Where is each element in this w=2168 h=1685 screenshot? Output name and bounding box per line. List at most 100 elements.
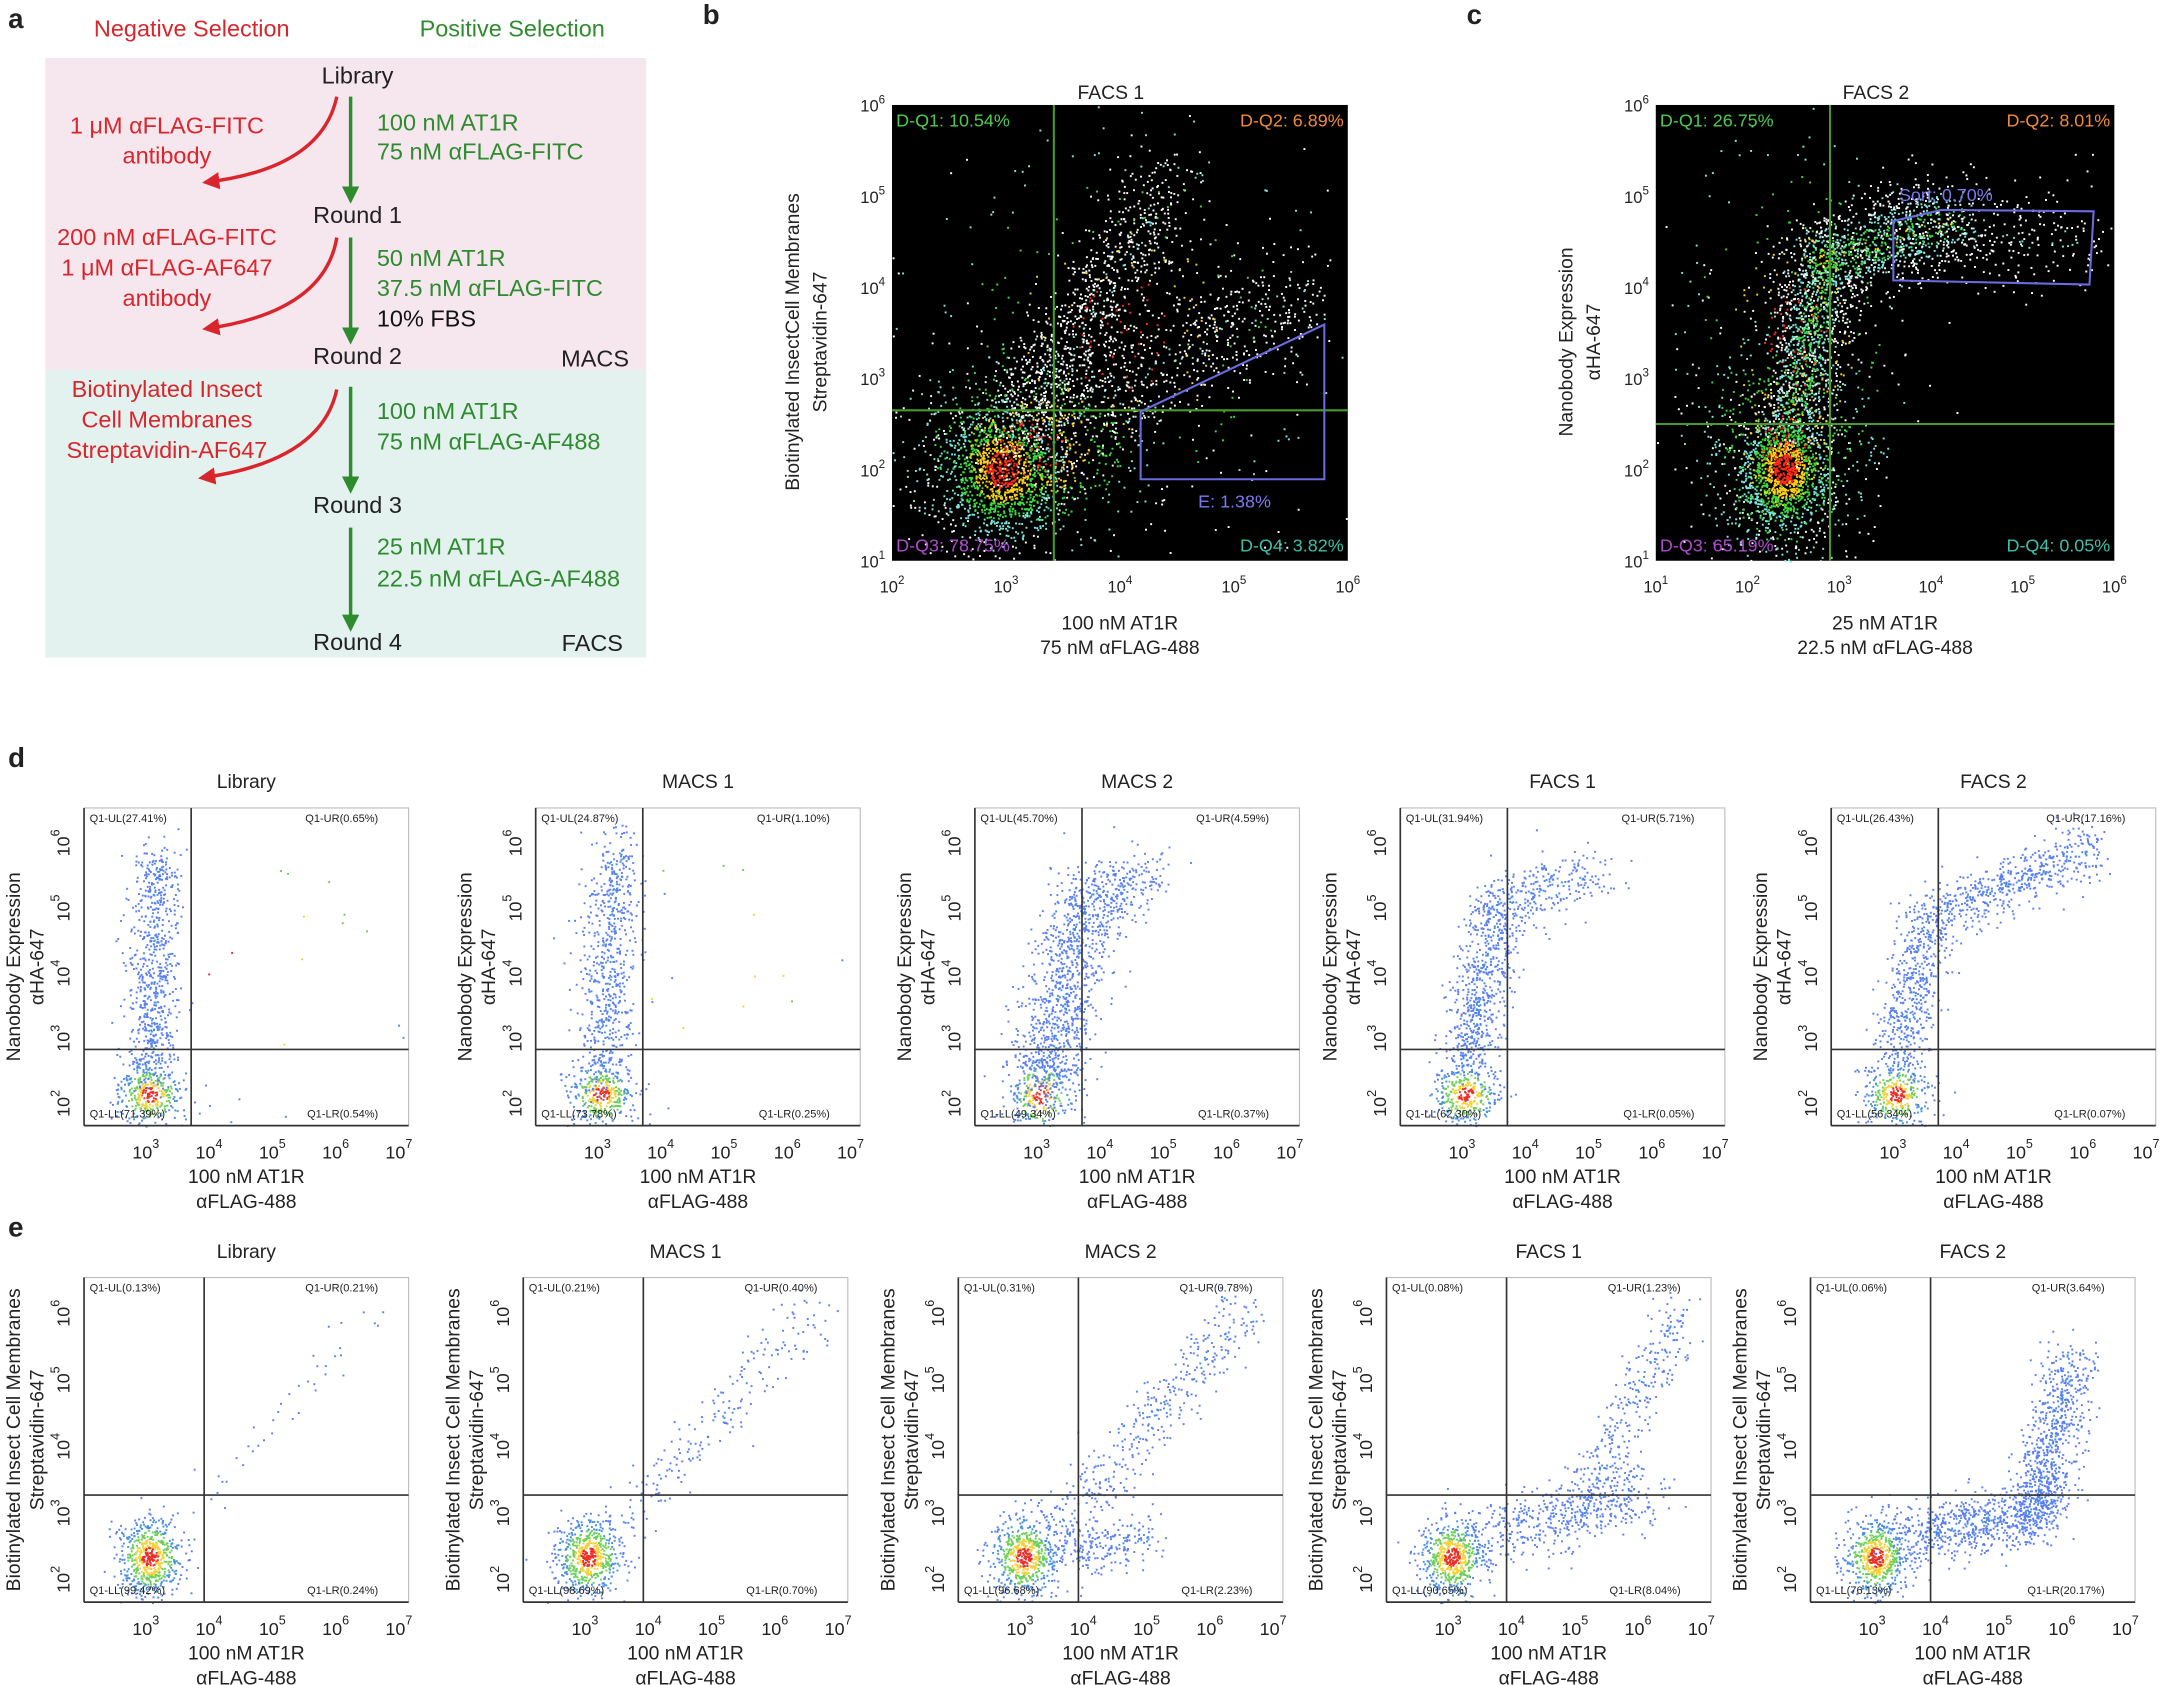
event-dot [1034, 484, 1037, 487]
event-dot [1014, 367, 1017, 370]
event-dot [1157, 246, 1160, 249]
event-dot [1017, 394, 1020, 397]
event-dot [938, 428, 941, 431]
event-dot [1005, 520, 1008, 523]
event-dot [1118, 442, 1121, 445]
event-dot [1785, 544, 1788, 547]
event-dot [976, 481, 979, 484]
event-dot [959, 416, 962, 419]
event-dot [1036, 450, 1039, 453]
event-dot [1118, 308, 1121, 311]
event-dot [1086, 306, 1089, 309]
event-dot [1176, 201, 1179, 204]
event-dot [1088, 229, 1091, 232]
event-dot [1140, 331, 1143, 334]
event-dot [1066, 465, 1069, 468]
event-dot [1233, 415, 1236, 418]
event-dot [1027, 375, 1030, 378]
event-dot [1036, 527, 1039, 530]
event-dot [1789, 448, 1792, 451]
event-dot [1055, 462, 1058, 465]
event-dot [1008, 456, 1011, 459]
event-dot [1046, 433, 1049, 436]
event-dot [1155, 502, 1158, 505]
event-dot [1037, 464, 1040, 467]
event-dot [1229, 336, 1232, 339]
event-dot [1119, 413, 1122, 416]
event-dot [1061, 432, 1064, 435]
event-dot [1066, 419, 1069, 422]
event-dot [994, 401, 997, 404]
event-dot [1253, 340, 1256, 343]
event-dot [1209, 293, 1212, 296]
event-dot [1030, 368, 1033, 371]
event-dot [1073, 412, 1076, 415]
event-dot [1023, 436, 1026, 439]
event-dot [1268, 289, 1271, 292]
event-dot [983, 478, 986, 480]
event-dot [1048, 317, 1051, 320]
event-dot [1114, 305, 1117, 308]
event-dot [1277, 531, 1280, 533]
event-dot [1015, 522, 1018, 525]
event-dot [973, 502, 976, 505]
event-dot [1167, 208, 1170, 211]
event-dot [1019, 454, 1022, 457]
event-dot [1001, 456, 1004, 459]
event-dot [1069, 400, 1072, 403]
event-dot [1005, 522, 1008, 525]
event-dot [1107, 298, 1110, 301]
event-dot [1721, 463, 1724, 466]
event-dot [976, 485, 979, 488]
event-dot [1014, 170, 1017, 172]
event-dot [903, 456, 906, 459]
event-dot [992, 419, 994, 422]
event-dot [1014, 509, 1017, 512]
event-dot [981, 429, 984, 432]
event-dot [989, 435, 992, 438]
event-dot [1060, 446, 1063, 449]
event-dot [895, 411, 898, 414]
event-dot [1750, 477, 1753, 480]
event-dot [1140, 175, 1143, 178]
event-dot [1040, 491, 1043, 494]
event-dot [1025, 526, 1028, 529]
event-dot [1766, 443, 1769, 446]
event-dot [1146, 309, 1149, 312]
event-dot [1746, 457, 1749, 460]
event-dot [949, 412, 952, 415]
event-dot [1048, 448, 1051, 451]
event-dot [975, 501, 978, 504]
event-dot [1159, 229, 1162, 232]
event-dot [1134, 379, 1137, 382]
event-dot [1004, 503, 1007, 505]
positive-step: 37.5 nM αFLAG-FITC [377, 275, 603, 301]
event-dot [1065, 374, 1068, 377]
event-dot [1015, 546, 1018, 549]
event-dot [1114, 389, 1117, 392]
event-dot [1092, 476, 1095, 479]
event-dot [1793, 531, 1796, 534]
event-dot [1130, 510, 1133, 513]
event-dot [1818, 433, 1821, 436]
event-dot [1042, 524, 1045, 527]
event-dot [1128, 428, 1131, 430]
event-dot [970, 423, 972, 426]
event-dot [1125, 329, 1128, 332]
event-dot [990, 430, 993, 433]
event-dot [1047, 382, 1050, 385]
event-dot [1058, 370, 1061, 373]
event-dot [1803, 464, 1806, 467]
event-dot [1014, 452, 1017, 454]
event-dot [1099, 332, 1102, 335]
event-dot [1114, 436, 1117, 439]
event-dot [1005, 464, 1008, 467]
event-dot [1002, 429, 1005, 432]
event-dot [1139, 207, 1142, 210]
event-dot [1027, 509, 1030, 512]
event-dot [1041, 342, 1044, 345]
event-dot [1276, 295, 1279, 298]
event-dot [1039, 473, 1042, 476]
event-dot [1768, 489, 1771, 492]
event-dot [1783, 473, 1786, 476]
